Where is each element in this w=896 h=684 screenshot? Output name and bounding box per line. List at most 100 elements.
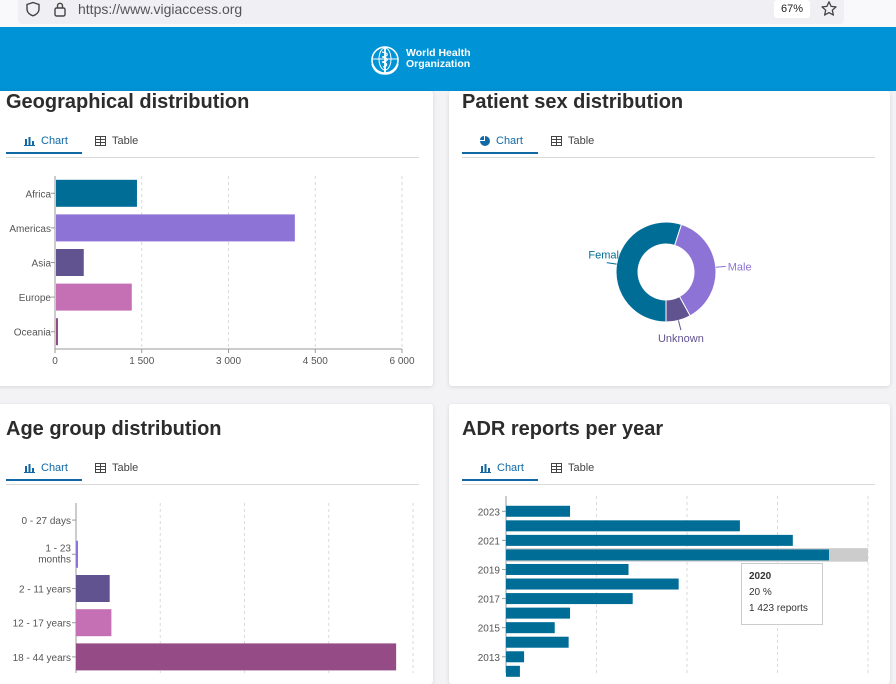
bar-2021 (506, 534, 793, 546)
y-tick-label-2017: 2017 (478, 595, 501, 606)
sex-tab-table[interactable]: Table (551, 127, 594, 156)
geographical-distribution-title: Geographical distribution (6, 91, 250, 113)
geo-tab-chart-label: Chart (41, 135, 68, 147)
bar-2023 (506, 505, 571, 517)
adr-tab-table-label: Table (568, 462, 595, 474)
geo-tab-chart[interactable]: Chart (6, 127, 82, 154)
bar-2012 (506, 665, 520, 677)
table-icon (95, 136, 106, 146)
bar-asia (56, 249, 84, 276)
sex-tab-chart[interactable]: Chart (462, 127, 538, 154)
y-tick-label-asia: Asia (32, 259, 52, 270)
y-tick-label-2015: 2015 (478, 624, 501, 635)
y-tick-label-1-23-months-line1: 1 - 23 (45, 543, 71, 554)
bar-2018 (506, 578, 679, 590)
age-tab-table[interactable]: Table (95, 454, 138, 483)
slice-female (615, 221, 683, 323)
bar-chart-icon (24, 464, 35, 473)
who-emblem-icon[interactable] (369, 44, 401, 76)
table-icon (95, 463, 106, 473)
y-tick-label-12-17-years: 12 - 17 years (13, 619, 71, 630)
x-tick-label: 1 500 (129, 356, 154, 367)
table-icon (551, 463, 562, 473)
age-tab-chart-label: Chart (41, 462, 68, 474)
adr-reports-per-year-chart: 2023 2021 2019 2017 2015 2013 (478, 496, 869, 677)
bar-2014 (506, 636, 569, 648)
browser-toolbar: https://www.vigiaccess.org 67% (0, 0, 896, 27)
age-group-distribution-card (0, 404, 433, 684)
geographical-distribution-chart: 0 1 500 3 000 4 500 6 000 Africa Americas Asia E… (9, 176, 415, 367)
sex-tab-bar: Chart Table (462, 127, 875, 158)
age-tab-table-label: Table (112, 462, 139, 474)
bar-europe (56, 283, 132, 311)
tooltip-year: 2020 (749, 571, 772, 582)
bar-chart-icon (480, 464, 491, 473)
y-tick-label-oceania: Oceania (14, 328, 52, 339)
pie-chart-icon (480, 136, 490, 146)
shield-icon[interactable] (25, 1, 41, 17)
x-tick-label: 4 500 (303, 356, 328, 367)
y-tick-label-africa: Africa (25, 189, 51, 200)
address-bar[interactable] (18, 0, 844, 24)
leader-unknown (677, 320, 682, 331)
bar-oceania (56, 318, 58, 346)
y-tick-label-2-11-years: 2 - 11 years (19, 585, 71, 596)
slice-label-male: Male (728, 261, 752, 273)
bar-2019 (506, 563, 629, 575)
y-tick-label-2021: 2021 (478, 536, 501, 547)
slice-male (674, 223, 717, 317)
table-icon (551, 136, 562, 146)
patient-sex-donut-chart: Female Male Unknown (588, 221, 752, 345)
bar-americas (56, 214, 295, 242)
bar-12-17-years (76, 609, 112, 637)
adr-tab-table[interactable]: Table (551, 454, 594, 483)
slice-label-unknown: Unknown (658, 333, 704, 345)
leader-male (715, 265, 726, 268)
lock-icon[interactable] (53, 1, 67, 17)
adr-tab-chart[interactable]: Chart (462, 454, 538, 481)
bar-2016 (506, 607, 571, 619)
who-wordmark[interactable]: World Health Organization (406, 48, 471, 70)
bar-18-44-years (76, 643, 397, 671)
patient-sex-distribution-title: Patient sex distribution (462, 91, 684, 113)
bar-2022 (506, 520, 740, 532)
bar-2020 (506, 549, 830, 561)
geo-tab-table[interactable]: Table (95, 127, 138, 156)
slice-label-female: Female (588, 250, 625, 262)
bar-2013 (506, 651, 525, 663)
leader-female (606, 262, 617, 265)
geo-tab-bar: Chart Table (6, 127, 419, 158)
url-text[interactable]: https://www.vigiaccess.org (78, 1, 243, 17)
adr-chart-tooltip: 2020 20 % 1 423 reports (741, 563, 823, 625)
bar-chart-icon (24, 137, 35, 146)
bar-africa (56, 179, 137, 207)
sex-tab-chart-label: Chart (496, 135, 523, 147)
y-tick-label-2019: 2019 (478, 565, 501, 576)
bar-1-23-months (76, 540, 78, 568)
who-wordmark-line1: World Health (406, 47, 471, 59)
age-tab-chart[interactable]: Chart (6, 454, 82, 481)
bar-2017 (506, 593, 633, 605)
tooltip-reports: 1 423 reports (749, 603, 808, 614)
geo-tab-table-label: Table (112, 135, 139, 147)
x-tick-label: 3 000 (216, 356, 241, 367)
y-tick-label-americas: Americas (9, 224, 51, 235)
y-tick-label-0-27-days: 0 - 27 days (22, 516, 71, 527)
tooltip-percent: 20 % (749, 587, 772, 598)
bar-2015 (506, 622, 555, 634)
x-tick-label: 6 000 (389, 356, 414, 367)
bar-2-11-years (76, 575, 110, 602)
x-tick-label: 0 (52, 356, 58, 367)
bookmark-star-icon[interactable] (820, 0, 838, 18)
age-group-distribution-title: Age group distribution (6, 418, 222, 440)
y-tick-label-europe: Europe (19, 293, 52, 304)
adr-tab-chart-label: Chart (497, 462, 524, 474)
slice-unknown (665, 295, 691, 323)
y-tick-label-2023: 2023 (478, 507, 501, 518)
y-tick-label-18-44-years: 18 - 44 years (13, 653, 71, 664)
y-tick-label-2013: 2013 (478, 653, 501, 664)
y-tick-label-1-23-months-line2: months (38, 554, 71, 565)
who-header-banner: World Health Organization (0, 27, 896, 91)
zoom-level-badge[interactable]: 67% (774, 0, 810, 18)
